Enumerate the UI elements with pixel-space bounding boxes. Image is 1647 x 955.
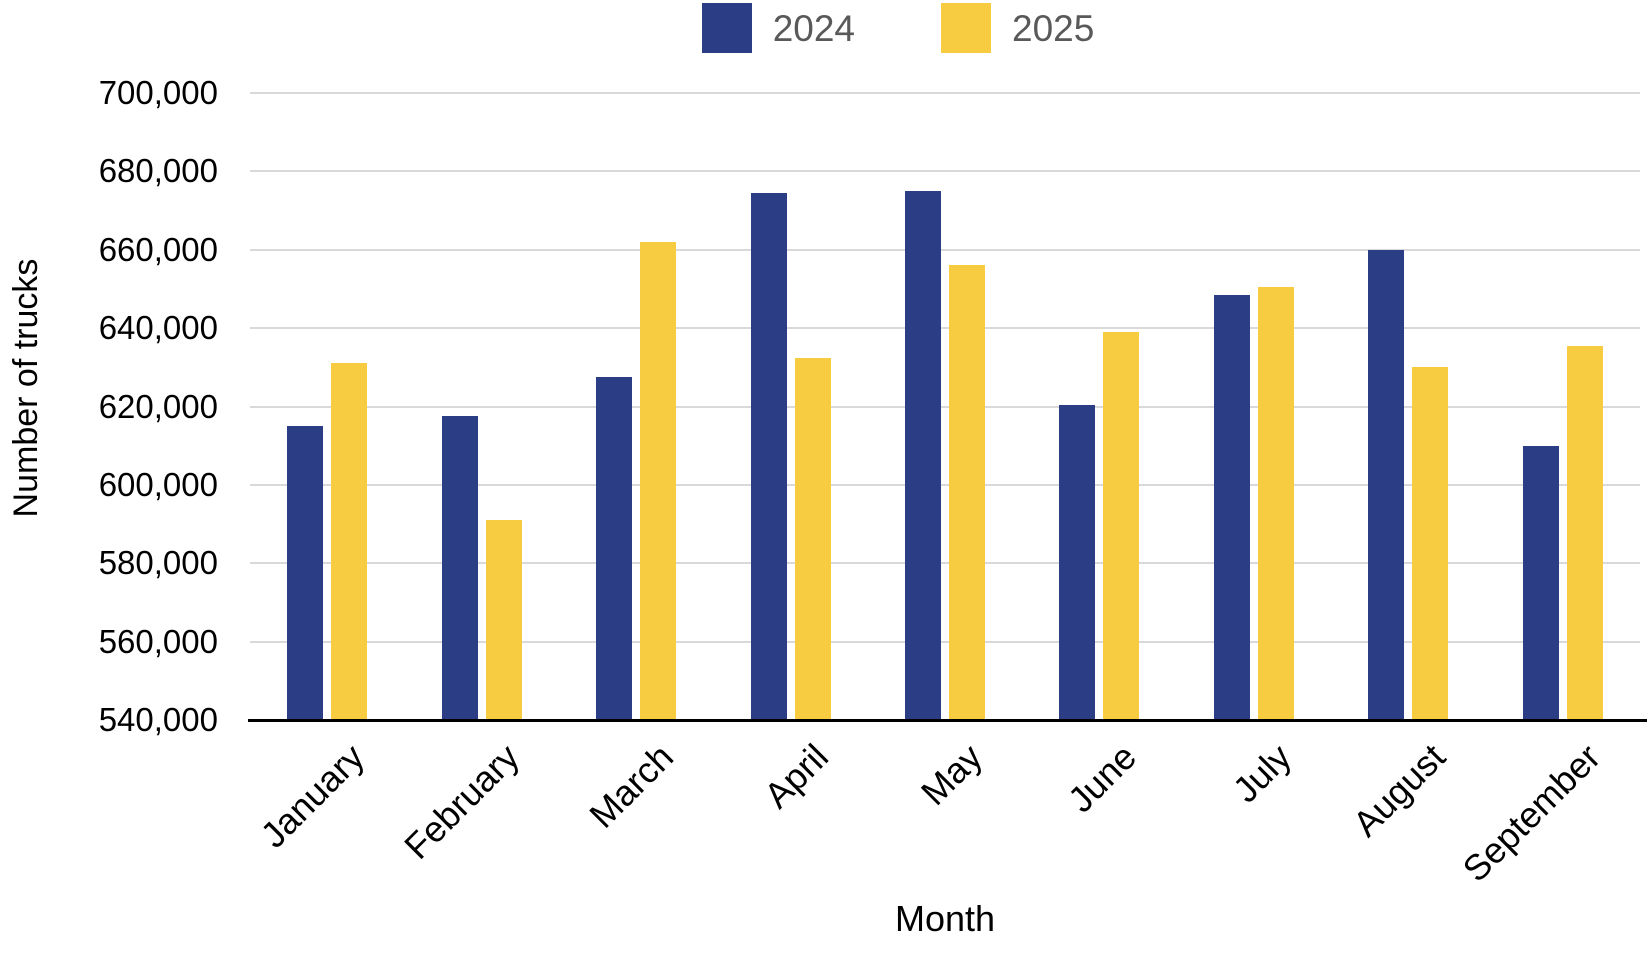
x-tick-label: August [1345, 736, 1454, 845]
gridline [250, 248, 1640, 251]
gridline [250, 562, 1640, 565]
bar-2025-august [1412, 367, 1449, 720]
gridline [250, 640, 1640, 643]
legend-swatch-2025 [941, 3, 991, 53]
bar-2024-may [905, 190, 941, 720]
bar-2025-june [1103, 332, 1140, 720]
bar-2025-may [949, 265, 985, 720]
y-tick-label: 700,000 [98, 74, 218, 111]
legend-label-2024: 2024 [772, 7, 855, 49]
bar-2025-april [794, 357, 831, 720]
bar-2024-april [750, 192, 787, 720]
x-tick-label: September [1454, 736, 1608, 890]
gridline [250, 92, 1640, 94]
legend: 2024 2025 [203, 0, 1593, 56]
bar-2024-march [596, 377, 633, 720]
gridline [250, 405, 1640, 408]
x-tick-label: April [755, 736, 836, 816]
bar-2024-june [1059, 404, 1096, 720]
bar-2024-july [1213, 294, 1250, 720]
y-tick-label: 560,000 [98, 622, 218, 660]
y-tick-label: 640,000 [98, 309, 218, 347]
x-axis-title: Month [894, 898, 996, 939]
legend-swatch-2024 [701, 3, 752, 53]
bar-2025-february [485, 520, 522, 720]
y-axis-title: Number of trucks [7, 258, 45, 518]
y-tick-label: 540,000 [98, 701, 218, 738]
bar-2025-july [1257, 286, 1294, 720]
legend-item-2025: 2025 [941, 3, 1094, 53]
x-tick-label: January [252, 736, 373, 856]
bar-2024-january [287, 426, 324, 720]
bar-2024-september [1522, 445, 1559, 720]
y-tick-label: 600,000 [98, 465, 218, 503]
x-tick-label: May [912, 736, 990, 814]
bar-2024-february [441, 416, 478, 720]
bar-2025-september [1566, 345, 1603, 720]
y-tick-label: 680,000 [98, 152, 218, 190]
bar-2024-august [1368, 249, 1405, 720]
gridline [250, 327, 1640, 330]
legend-label-2025: 2025 [1012, 7, 1095, 49]
x-tick-label: March [581, 736, 682, 836]
gridline [250, 170, 1640, 173]
x-tick-label: February [395, 736, 527, 867]
gridline [250, 483, 1640, 486]
y-tick-label: 660,000 [98, 230, 218, 268]
y-tick-label: 620,000 [98, 387, 218, 425]
bar-2025-march [640, 241, 677, 720]
x-tick-label: June [1060, 736, 1145, 821]
bar-2025-january [331, 363, 368, 720]
x-axis-line [248, 719, 1647, 722]
y-tick-label: 580,000 [98, 544, 218, 582]
x-tick-label: July [1224, 736, 1299, 811]
legend-item-2024: 2024 [701, 3, 855, 53]
